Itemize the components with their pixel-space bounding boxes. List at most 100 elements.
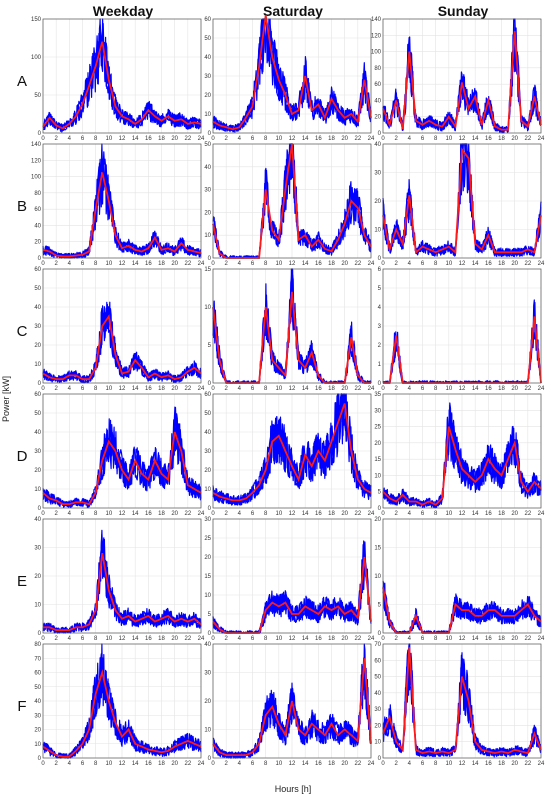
x-tick-label: 22 [184,136,191,142]
y-tick-label: 0 [208,631,212,637]
x-tick-label: 2 [54,136,58,142]
x-tick-label: 6 [251,761,255,767]
y-tick-label: 20 [34,343,41,349]
y-tick-label: 20 [34,728,41,734]
y-tick-label: 10 [34,742,41,748]
row-label-b: B [17,198,27,215]
x-tick-label: 22 [184,636,191,642]
x-tick-label: 24 [538,261,545,267]
y-tick-label: 80 [34,191,41,197]
x-tick-label: 14 [302,261,309,267]
panel-frame [382,643,542,759]
x-tick-label: 20 [511,511,518,517]
y-tick-label: 30 [204,188,211,194]
panel-frame [382,518,542,634]
y-tick-label: 0 [38,256,42,262]
x-tick-label: 16 [315,386,322,392]
y-tick-label: 60 [204,17,211,23]
y-tick-label: 10 [34,487,41,493]
x-tick-label: 18 [158,261,165,267]
x-tick-label: 14 [132,761,139,767]
x-tick-label: 14 [302,761,309,767]
y-tick-label: 20 [374,517,381,523]
series-mean-line [382,647,542,755]
panel-frame [42,268,202,384]
x-tick-label: 14 [302,511,309,517]
x-tick-label: 22 [184,511,191,517]
y-tick-label: 20 [374,441,381,447]
x-tick-label: 6 [251,386,255,392]
x-tick-label: 8 [94,261,98,267]
y-axis-label: Power [kW] [1,376,11,422]
x-tick-label: 22 [184,761,191,767]
x-tick-label: 20 [171,511,178,517]
y-tick-label: 5 [378,603,382,609]
x-tick-label: 2 [54,386,58,392]
x-tick-label: 0 [381,136,385,142]
x-tick-label: 18 [158,386,165,392]
y-tick-label: 50 [374,675,381,681]
y-tick-label: 40 [374,98,381,104]
x-tick-label: 16 [145,386,152,392]
series-mean-line [42,41,202,130]
series-band-trace [42,301,202,384]
x-tick-label: 10 [445,261,452,267]
x-tick-label: 6 [421,386,425,392]
x-tick-label: 20 [171,761,178,767]
x-tick-label: 14 [132,261,139,267]
y-tick-label: 50 [34,685,41,691]
series-mean-line [43,553,202,631]
x-tick-label: 14 [302,136,309,142]
x-tick-label: 0 [211,386,215,392]
y-tick-label: 15 [374,457,381,463]
x-tick-label: 18 [498,511,505,517]
panel-frame [42,643,202,759]
x-tick-label: 14 [472,761,479,767]
x-tick-label: 22 [524,261,531,267]
y-tick-label: 15 [204,574,211,580]
x-tick-label: 16 [145,761,152,767]
x-tick-label: 18 [328,261,335,267]
y-tick-label: 40 [34,223,41,229]
x-tick-label: 16 [315,261,322,267]
y-tick-label: 0 [378,631,382,637]
column-title-sunday: Sunday [438,3,489,19]
x-tick-label: 24 [198,636,205,642]
panel-frame [212,393,372,509]
y-tick-label: 50 [34,286,41,292]
x-tick-label: 10 [105,386,112,392]
x-tick-label: 24 [198,386,205,392]
x-tick-label: 4 [238,636,242,642]
x-tick-label: 16 [485,261,492,267]
y-tick-label: 20 [204,210,211,216]
x-tick-label: 24 [368,636,375,642]
x-tick-label: 6 [251,511,255,517]
series-mean-line [382,31,542,131]
panel-frame [42,143,202,259]
x-tick-label: 4 [408,386,412,392]
x-tick-label: 24 [368,761,375,767]
y-tick-label: 50 [34,93,41,99]
x-tick-label: 2 [394,136,398,142]
x-tick-label: 10 [275,261,282,267]
x-tick-label: 22 [524,511,531,517]
x-tick-label: 6 [421,261,425,267]
panel-frame [382,268,542,384]
x-tick-label: 2 [54,761,58,767]
x-tick-label: 24 [198,761,205,767]
x-tick-label: 2 [224,511,228,517]
x-tick-label: 22 [354,261,361,267]
x-tick-label: 10 [275,386,282,392]
y-tick-label: 30 [374,408,381,414]
y-tick-label: 0 [378,131,382,137]
x-tick-label: 0 [381,386,385,392]
x-tick-label: 14 [132,136,139,142]
series-band-trace [42,406,202,509]
y-tick-label: 4 [378,305,382,311]
x-tick-label: 18 [498,261,505,267]
x-tick-label: 22 [184,386,191,392]
